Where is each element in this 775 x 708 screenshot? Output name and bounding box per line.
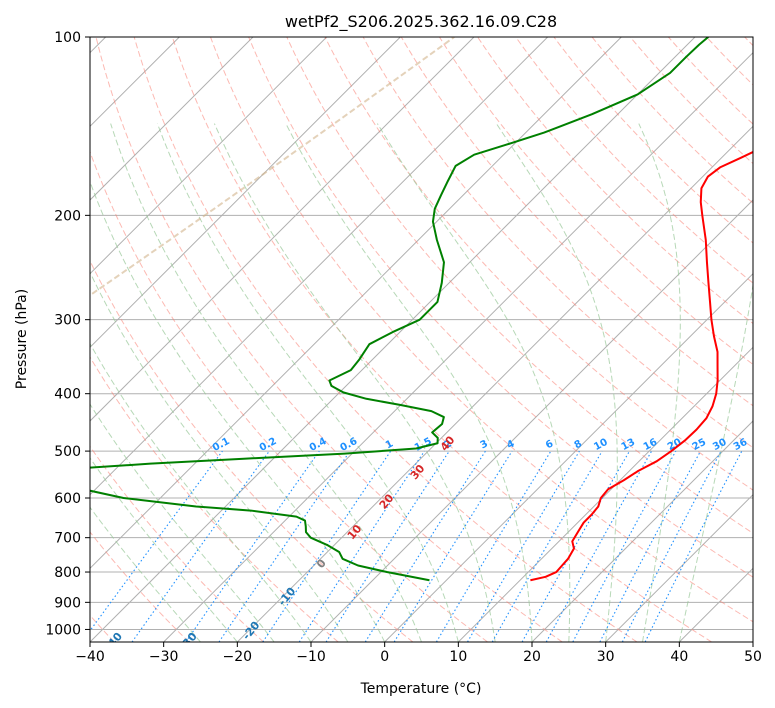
y-tick-label: 400 — [54, 387, 81, 403]
mixing-ratio-line — [467, 450, 580, 642]
axes: −40 −30 −20 −10 0 10 20 30 40 50 100 200 300 400 500 60… — [45, 30, 762, 665]
plot-area — [90, 37, 753, 642]
isotherm-line — [90, 37, 475, 422]
moist-adiabat-line — [90, 271, 349, 642]
mixing-ratio-label: 2 — [442, 438, 453, 451]
x-tick-label: −30 — [149, 649, 179, 665]
mixing-ratio-label: 1 — [384, 438, 395, 451]
dry-adiabat-line — [286, 37, 753, 534]
mixing-ratio-line — [364, 450, 486, 642]
moist-adiabat-line — [678, 281, 753, 642]
moist-adiabat-line — [376, 123, 571, 642]
moist-adiabat-line — [213, 123, 496, 642]
y-tick-label: 100 — [54, 30, 81, 46]
mixing-ratio-line — [325, 450, 450, 642]
x-tick-label: −10 — [296, 649, 326, 665]
mixing-ratio-line — [572, 450, 677, 642]
x-tick-label: 40 — [670, 649, 688, 665]
isotherm-line — [605, 493, 753, 642]
mixing-ratio-label: 3 — [479, 438, 490, 451]
y-tick-label: 600 — [54, 491, 81, 507]
dry-adiabat-line — [439, 37, 753, 366]
isotherm-line — [531, 420, 753, 642]
plot-content: 0.10.20.40.611.52346810131620253036-100-… — [90, 37, 753, 642]
mixing-ratio-line — [435, 450, 552, 642]
moist-adiabat-line — [110, 123, 422, 642]
y-tick-label: 900 — [54, 595, 81, 611]
isotherm-line — [90, 37, 401, 349]
moist-adiabat-line — [90, 342, 312, 642]
y-tick-label: 200 — [54, 208, 81, 224]
dry-adiabat-line — [248, 37, 753, 578]
isotherm-line — [90, 37, 622, 570]
moist-adiabat-line — [285, 123, 533, 642]
dry-adiabat-line — [90, 531, 190, 642]
x-tick-label: 30 — [597, 649, 615, 665]
x-axis-label: Temperature (°C) — [360, 681, 482, 697]
x-tick-label: −40 — [75, 649, 105, 665]
mixing-ratio-line — [521, 450, 630, 642]
x-tick-label: 50 — [744, 649, 762, 665]
isotherm-line — [236, 125, 753, 642]
chart-title: wetPf2_S206.2025.362.16.09.C28 — [285, 12, 557, 32]
x-tick-label: 10 — [449, 649, 467, 665]
mixing-ratio-line — [491, 450, 603, 642]
isotherm-line — [90, 37, 328, 275]
dry-adiabat-line — [477, 37, 753, 325]
dry-adiabat-line — [629, 37, 753, 165]
mixing-ratio-line — [131, 450, 270, 642]
plot-frame — [89, 36, 754, 643]
y-tick-label: 1000 — [45, 622, 81, 638]
isotherm-line — [457, 346, 753, 642]
dry-adiabat-line — [553, 37, 753, 244]
moist-adiabat-line — [638, 123, 681, 642]
dry-adiabat-line — [400, 37, 753, 407]
isotherm-line — [90, 37, 254, 201]
reference-curve — [90, 37, 455, 297]
mixing-ratio-line — [393, 450, 513, 642]
y-tick-label: 700 — [54, 531, 81, 547]
mixing-ratio-line — [185, 450, 320, 642]
mixing-ratio-line — [218, 450, 351, 642]
mixing-ratio-line — [545, 450, 653, 642]
y-tick-label: 300 — [54, 313, 81, 329]
y-tick-label: 800 — [54, 565, 81, 581]
mixing-ratio-line — [90, 450, 223, 632]
dry-adiabat-line — [90, 259, 414, 642]
mixing-ratio-label: 8 — [573, 438, 584, 451]
dry-adiabat-line — [95, 37, 563, 642]
dry-adiabat-line — [90, 150, 488, 642]
isotherm-line — [384, 272, 753, 642]
moist-adiabat-line — [156, 123, 459, 642]
x-tick-label: 0 — [380, 649, 389, 665]
moist-adiabat-line — [495, 123, 618, 642]
mixing-ratio-label: 4 — [505, 438, 516, 451]
x-tick-label: −20 — [223, 649, 253, 665]
dry-adiabat-line — [591, 37, 753, 204]
dry-adiabat-line — [324, 37, 753, 491]
y-axis-label: Pressure (hPa) — [14, 289, 30, 389]
dewpoint-profile-line — [90, 37, 709, 582]
temperature-profile-line — [530, 150, 753, 582]
y-tick-label: 500 — [54, 444, 81, 460]
isotherm-line — [163, 51, 753, 642]
moist-adiabat-line — [90, 180, 386, 642]
mixing-ratio-label: 6 — [544, 438, 555, 451]
dry-adiabat-line — [90, 356, 339, 642]
dry-adiabat-line — [362, 37, 753, 449]
dry-adiabat-line — [133, 37, 638, 642]
dry-adiabat-line — [210, 37, 753, 623]
x-tick-label: 20 — [523, 649, 541, 665]
isotherm-line — [90, 37, 549, 496]
dry-adiabat-line — [515, 37, 753, 284]
